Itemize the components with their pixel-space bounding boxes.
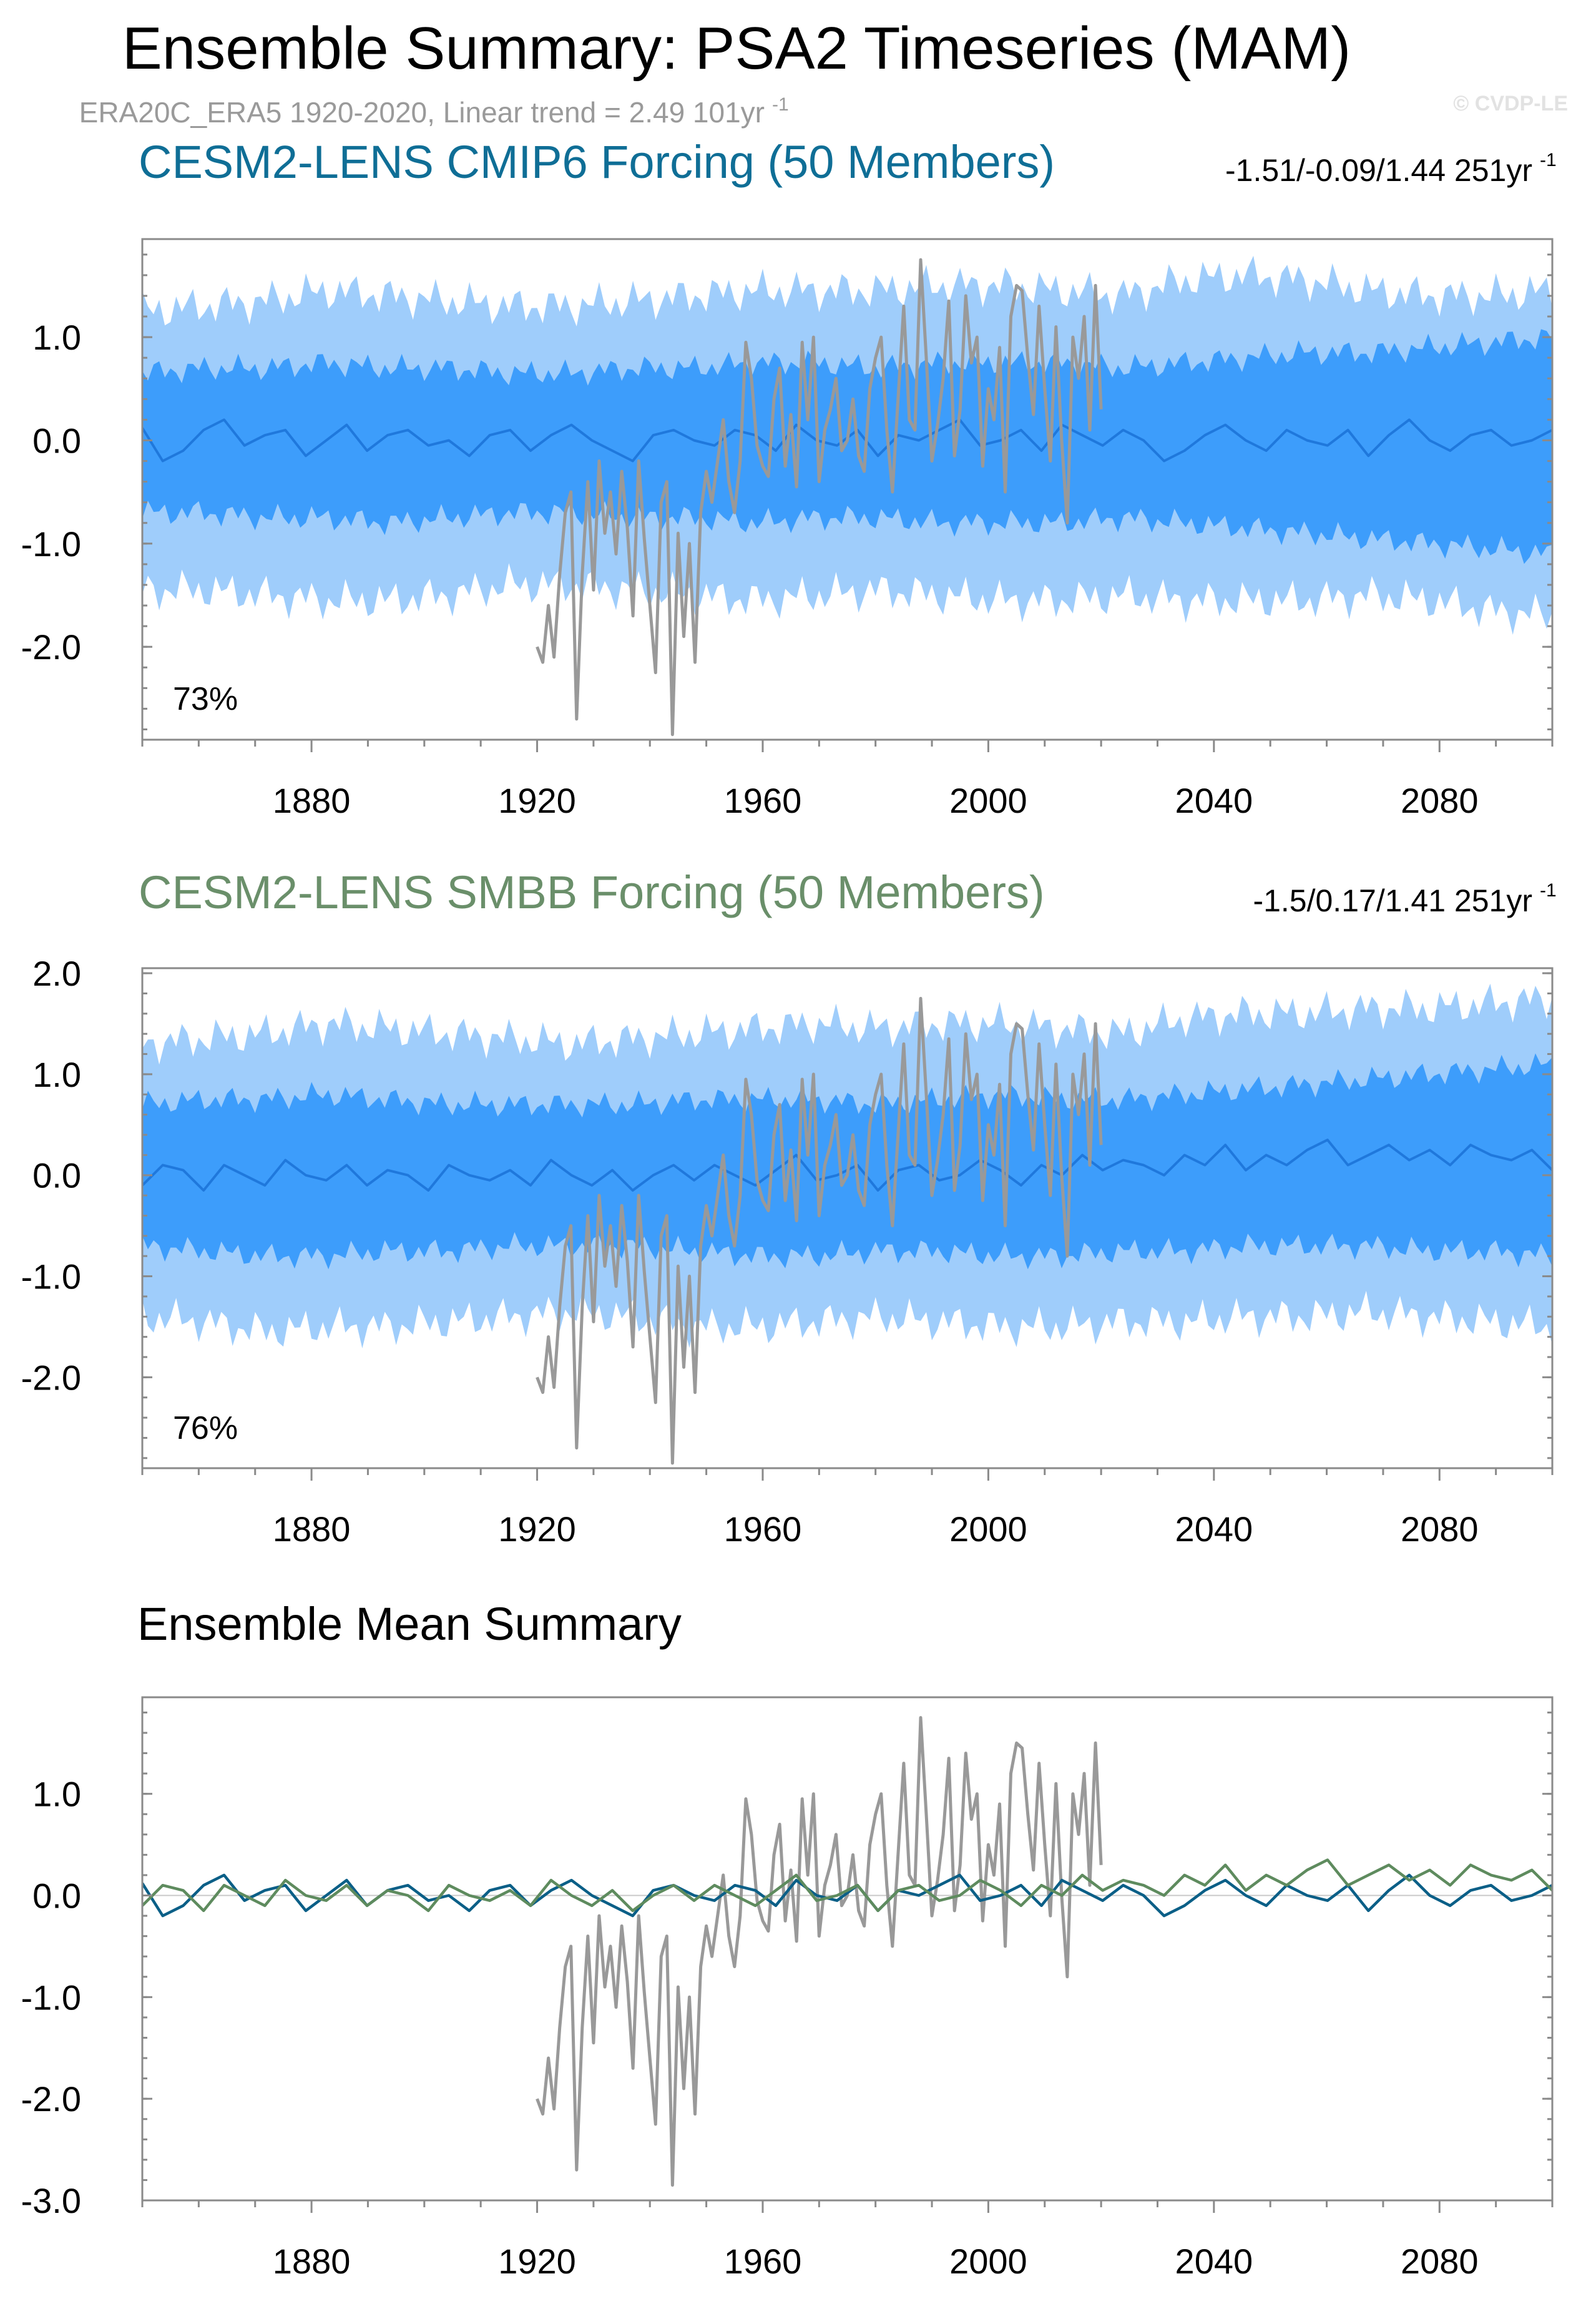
panel-ensemble-mean: Ensemble Mean Summary -3.0 -2.0 -1.0 0.0 1.0…: [21, 1598, 1554, 2281]
plot-area-ensemble-mean: -3.0 -2.0 -1.0 0.0 1.0 1880 1920 1960 2000 2040 20…: [21, 1696, 1554, 2281]
line-cesm2-lens-smbb-forcing-ensemble-mean-ensemble-mean: [142, 1858, 1552, 1913]
panel-title-ensemble-mean: Ensemble Mean Summary: [137, 1598, 682, 1650]
plot-area-cmip6: -2.0 -1.0 0.0 1.0 1880 1920 1960 2000 2040 2080: [21, 238, 1554, 820]
figure-subtitle-exponent: -1: [772, 94, 789, 115]
plot-frame-ensemble-mean: [141, 1696, 1554, 2202]
y-tick-label-ensemble-mean: -2.0: [21, 2079, 82, 2119]
trend-exponent-smbb: -1: [1540, 880, 1557, 901]
line-era20c-era5-observations-cmip6: [536, 258, 1103, 737]
y-tick-label-ensemble-mean: -1.0: [21, 1978, 82, 2017]
x-tick-label-smbb: 2080: [1401, 1509, 1479, 1549]
panel-cmip6: CESM2-LENS CMIP6 Forcing (50 Members) -1…: [21, 136, 1557, 820]
plot-frame-smbb: [141, 967, 1554, 1469]
y-tick-label-cmip6: -1.0: [21, 524, 82, 564]
x-tick-label-ensemble-mean: 2040: [1175, 2242, 1253, 2281]
x-tick-label-smbb: 1960: [724, 1509, 802, 1549]
figure-title: Ensemble Summary: PSA2 Timeseries (MAM): [122, 15, 1351, 82]
x-tick-label-cmip6: 1960: [724, 781, 802, 820]
panel-smbb: CESM2-LENS SMBB Forcing (50 Members) -1.…: [21, 866, 1557, 1549]
y-tick-label-cmip6: 1.0: [32, 318, 81, 357]
band-ensemble-16-84-range-smbb: [142, 1053, 1552, 1270]
plot-frame-cmip6: [141, 238, 1554, 741]
x-tick-label-cmip6: 2080: [1401, 781, 1479, 820]
plot-clip-smbb: [142, 983, 1552, 1465]
x-tick-label-smbb: 1880: [273, 1509, 351, 1549]
x-tick-label-smbb: 2040: [1175, 1509, 1253, 1549]
trend-exponent-cmip6: -1: [1540, 150, 1557, 170]
y-tick-label-ensemble-mean: 1.0: [32, 1775, 81, 1814]
plot-area-smbb: -2.0 -1.0 0.0 1.0 2.0 1880 1920 1960 2000 2040 208…: [21, 954, 1554, 1549]
figure-subtitle: ERA20C_ERA5 1920-2020, Linear trend = 2.…: [79, 96, 765, 129]
line-era20c-era5-observations-ensemble-mean: [536, 1716, 1103, 2187]
x-tick-label-ensemble-mean: 1880: [273, 2242, 351, 2281]
y-tick-label-smbb: -2.0: [21, 1358, 82, 1397]
y-tick-label-smbb: 1.0: [32, 1055, 81, 1094]
panel-title-cmip6: CESM2-LENS CMIP6 Forcing (50 Members): [139, 136, 1055, 188]
line-era20c-era5-observations-smbb: [536, 997, 1103, 1465]
x-tick-label-cmip6: 2000: [949, 781, 1027, 820]
panel-title-smbb: CESM2-LENS SMBB Forcing (50 Members): [139, 866, 1045, 918]
y-tick-label-smbb: 2.0: [32, 954, 81, 993]
trend-label-cmip6: -1.51/-0.09/1.44 251yr: [1225, 153, 1532, 188]
credit-watermark: © CVDP-LE: [1453, 92, 1568, 115]
percent-label-smbb: 76%: [173, 1410, 238, 1446]
y-tick-label-smbb: 0.0: [32, 1156, 81, 1195]
y-tick-label-smbb: -1.0: [21, 1257, 82, 1297]
percent-label-cmip6: 73%: [173, 681, 238, 717]
x-tick-label-ensemble-mean: 1920: [498, 2242, 576, 2281]
x-tick-label-ensemble-mean: 2000: [949, 2242, 1027, 2281]
band-ensemble-16-84-range-cmip6: [142, 329, 1552, 564]
y-tick-label-cmip6: -2.0: [21, 627, 82, 667]
x-tick-label-ensemble-mean: 1960: [724, 2242, 802, 2281]
x-tick-label-smbb: 1920: [498, 1509, 576, 1549]
x-tick-label-smbb: 2000: [949, 1509, 1027, 1549]
x-tick-label-cmip6: 2040: [1175, 781, 1253, 820]
x-tick-label-ensemble-mean: 2080: [1401, 2242, 1479, 2281]
y-tick-label-ensemble-mean: -3.0: [21, 2181, 82, 2220]
y-tick-label-ensemble-mean: 0.0: [32, 1876, 81, 1916]
trend-label-smbb: -1.5/0.17/1.41 251yr: [1253, 883, 1532, 918]
y-tick-label-cmip6: 0.0: [32, 421, 81, 460]
plot-clip-ensemble-mean: [142, 1716, 1552, 2187]
x-tick-label-cmip6: 1920: [498, 781, 576, 820]
x-tick-label-cmip6: 1880: [273, 781, 351, 820]
plot-clip-cmip6: [142, 255, 1552, 737]
